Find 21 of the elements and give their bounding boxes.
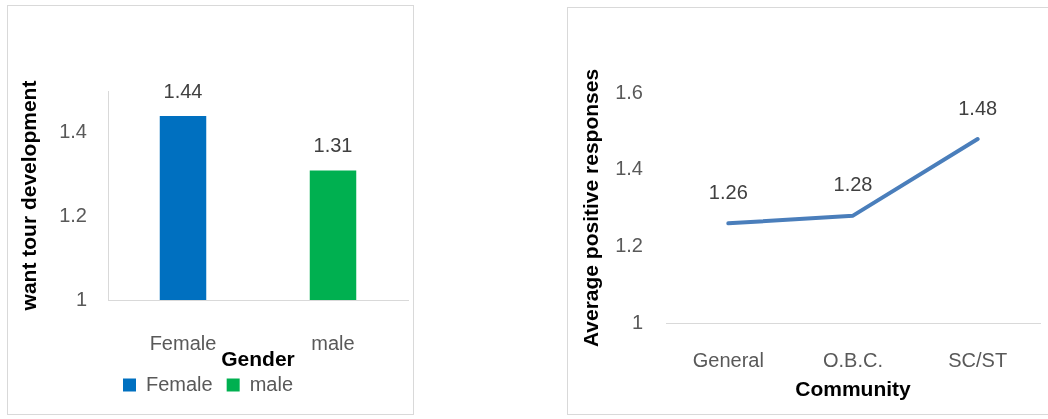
y-tick-label: 1 <box>631 310 643 333</box>
legend-label: male <box>249 372 294 395</box>
x-axis-title: Community <box>795 377 912 401</box>
data-label: 1.44 <box>163 79 203 102</box>
y-tick-label: 1.4 <box>615 157 643 180</box>
y-axis-title: Average positive responses <box>579 68 603 348</box>
x-tick-label: SC/ST <box>948 348 1008 371</box>
y-tick-label: 1.2 <box>615 233 643 256</box>
x-tick-label: O.B.C. <box>822 348 884 371</box>
data-label: 1.26 <box>708 180 748 203</box>
data-label: 1.31 <box>313 133 353 156</box>
y-tick-label: 1.2 <box>59 203 87 226</box>
legend-label: Female <box>145 372 213 395</box>
x-axis-title: Gender <box>221 347 295 371</box>
x-tick-label: General <box>692 348 764 371</box>
y-axis-title: want tour development <box>17 80 41 312</box>
y-tick-label: 1 <box>75 287 87 310</box>
data-label: 1.28 <box>833 173 873 196</box>
data-label: 1.48 <box>958 96 998 119</box>
y-tick-label: 1.6 <box>615 80 643 103</box>
y-tick-label: 1.4 <box>59 120 87 143</box>
